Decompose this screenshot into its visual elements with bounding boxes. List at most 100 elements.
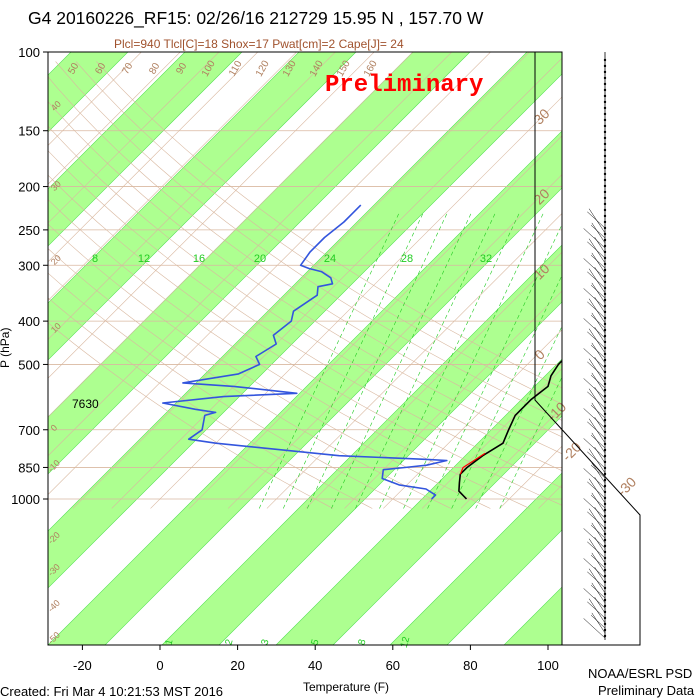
wind-barb: [591, 462, 606, 484]
wind-dot: [603, 202, 607, 206]
wind-dot: [603, 112, 607, 116]
temperature-line: [458, 359, 562, 500]
isotherm-line: [344, 290, 562, 509]
wind-barb: [590, 344, 606, 359]
mixing-ratio-line: [427, 223, 562, 509]
wind-dot: [603, 508, 607, 512]
wind-dot: [603, 298, 607, 302]
wind-barb: [590, 224, 606, 239]
isotherm-line: [150, 96, 562, 509]
wind-dot: [603, 118, 607, 122]
wind-dot: [603, 232, 607, 236]
wind-barb: [583, 558, 606, 579]
isotherm-label: 0: [49, 423, 60, 434]
wind-dot: [603, 304, 607, 308]
moist-band: [0, 0, 7, 645]
isotherm-label: -20: [559, 439, 585, 465]
isotherm-line: [421, 368, 562, 509]
wind-dot: [603, 70, 607, 74]
wind-barb: [594, 506, 606, 524]
mixing-ratio-label: 32: [480, 253, 492, 265]
wind-dot: [603, 178, 607, 182]
wind-barb: [594, 446, 606, 464]
wind-dot: [603, 370, 607, 374]
wind-dot: [603, 136, 607, 140]
mixing-ratio-label: 28: [401, 253, 413, 265]
wind-dot: [603, 460, 607, 464]
wind-barb: [591, 402, 606, 424]
wind-barb: [583, 438, 606, 459]
y-tick-label: 200: [18, 180, 40, 195]
wind-barb: [594, 596, 606, 614]
wind-dot: [603, 262, 607, 266]
x-tick-label: 20: [230, 658, 244, 673]
wind-dot: [603, 124, 607, 128]
mixing-ratio-line: [403, 213, 544, 509]
dry-adiabat-line: [48, 125, 562, 472]
wind-dot: [603, 322, 607, 326]
isotherm-line: [538, 484, 562, 509]
wind-barb: [590, 284, 606, 299]
dewpoint-line: [162, 204, 448, 500]
mixing-ratio-line: [307, 213, 448, 509]
wind-dot: [603, 100, 607, 104]
y-tick-label: 300: [18, 258, 40, 273]
wind-dot: [603, 292, 607, 296]
wind-dot: [603, 172, 607, 176]
wind-dot: [603, 412, 607, 416]
wind-barb: [591, 582, 606, 604]
moist-band: [48, 52, 357, 361]
wind-barb: [583, 288, 606, 309]
wind-dot: [603, 148, 607, 152]
wind-barb: [583, 618, 606, 639]
dry-adiabat-line: [48, 76, 562, 438]
moist-band: [503, 586, 562, 645]
wind-dot: [603, 430, 607, 434]
dry-adiabat-label: 50: [66, 61, 81, 77]
dry-adiabat-line: [48, 297, 373, 509]
mixing-ratio-line: [282, 213, 424, 509]
wind-barb: [590, 434, 606, 449]
wind-dot: [603, 94, 607, 98]
dry-adiabat-line: [48, 101, 562, 455]
wind-barb: [594, 236, 606, 254]
wind-dot: [603, 208, 607, 212]
wind-dot: [603, 568, 607, 572]
mixing-ratio-label: 24: [324, 253, 336, 265]
moist-band: [161, 244, 562, 645]
grid-lines: [48, 52, 562, 509]
wind-dot: [603, 634, 607, 638]
wind-barb: [583, 318, 606, 339]
wind-dot: [603, 502, 607, 506]
wind-barb: [588, 238, 606, 264]
chart-subtitle: Plcl=940 Tlcl[C]=18 Shox=17 Pwat[cm]=2 C…: [114, 37, 404, 51]
x-tick-label: 60: [386, 658, 400, 673]
wind-barb: [590, 404, 606, 419]
height-annotation: 7630: [72, 397, 99, 411]
wind-dot: [603, 448, 607, 452]
wind-barb: [590, 524, 606, 539]
wind-dot: [603, 268, 607, 272]
wind-dot: [603, 64, 607, 68]
wind-barb: [591, 522, 606, 544]
wind-barb-panel: [534, 52, 641, 646]
wind-barb: [591, 612, 606, 634]
isotherm-line: [305, 251, 562, 509]
y-tick-label: 700: [18, 423, 40, 438]
wind-barb: [588, 508, 606, 534]
wind-barb: [590, 374, 606, 389]
wind-dot: [603, 340, 607, 344]
wind-dot: [603, 478, 607, 482]
wind-barb: [591, 432, 606, 454]
wind-dot: [603, 610, 607, 614]
wind-dot: [603, 130, 607, 134]
wind-barb: [588, 568, 606, 594]
wind-barb: [594, 296, 606, 314]
isotherm-line: [48, 52, 453, 457]
moist-band: [48, 52, 129, 133]
dry-adiabat-line: [96, 61, 562, 389]
wind-barb: [588, 208, 606, 234]
mixing-ratio-line: [379, 213, 520, 509]
mixing-ratio-label: 16: [193, 253, 205, 265]
